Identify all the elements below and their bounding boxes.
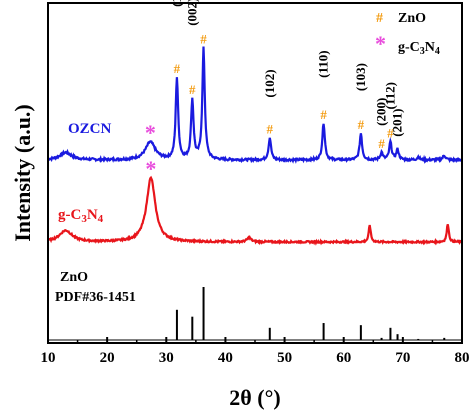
hkl-label: (112) [382, 82, 397, 109]
legend-zno-marker: # [376, 11, 383, 26]
legend-gcn-label: g-C3N4 [398, 40, 440, 57]
y-axis-title: Intensity (a.u.) [10, 104, 35, 242]
hkl-label: (200) [374, 98, 389, 126]
legend-zno-label: ZnO [398, 11, 426, 26]
x-tick-label: 10 [41, 350, 56, 366]
x-tick-label: 60 [336, 350, 351, 366]
hkl-label: (103) [353, 63, 368, 91]
x-tick-label: 80 [455, 350, 470, 366]
gcn-peak-marker: * [145, 156, 156, 181]
hkl-label: (102) [262, 69, 277, 97]
series-label-gcn: g-C3N4 [58, 207, 104, 225]
reference-label-zno: ZnO [60, 270, 88, 285]
x-tick-label: 40 [218, 350, 233, 366]
curves-layer [47, 46, 463, 246]
legend-gcn-marker: * [375, 31, 386, 56]
x-ticks-layer: 10 20 30 40 50 60 70 80 [41, 337, 470, 366]
x-axis-title: 2θ (°) [229, 385, 280, 410]
zno-peak-marker: # [387, 125, 394, 140]
zno-peak-marker: # [200, 31, 207, 46]
x-tick-label: 70 [395, 350, 410, 366]
hkl-label: (201) [390, 109, 405, 137]
reference-label-pdf: PDF#36-1451 [55, 290, 136, 305]
x-tick-label: 20 [100, 350, 115, 366]
zno-peak-marker: # [320, 107, 327, 122]
x-tick-label: 50 [277, 350, 292, 366]
hkl-label: (002) [184, 0, 199, 26]
zno-peak-marker: # [378, 136, 385, 151]
x-tick-label: 30 [159, 350, 174, 366]
series-line-gcn [47, 175, 463, 246]
zno-peak-marker: # [189, 82, 196, 97]
series-line-ozcn [47, 46, 463, 165]
zno-peak-marker: # [174, 61, 181, 76]
legend: # ZnO * g-C3N4 [375, 11, 440, 57]
gcn-peak-marker: * [145, 120, 156, 145]
series-label-ozcn: OZCN [68, 121, 112, 137]
zno-peak-marker: # [358, 117, 365, 132]
zno-peak-marker: # [267, 122, 274, 137]
hkl-label: (110) [316, 50, 331, 77]
